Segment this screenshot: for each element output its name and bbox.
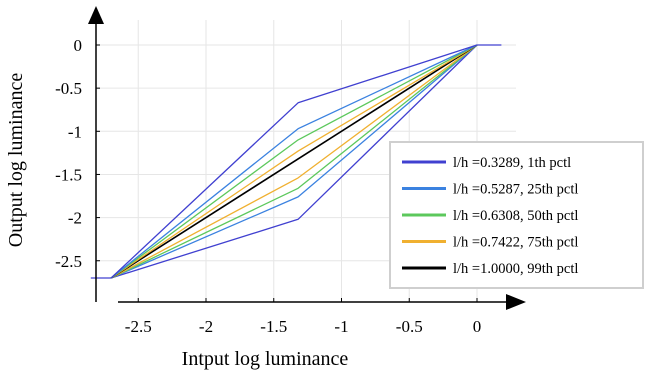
series-line-2 xyxy=(110,44,478,279)
series-line-9 xyxy=(110,44,478,279)
series-line-6 xyxy=(110,44,478,279)
legend-label: l/h =0.3289, 1th pctl xyxy=(453,155,571,171)
legend: l/h =0.3289, 1th pctl l/h =0.5287, 25th p… xyxy=(389,141,644,289)
series-line-5 xyxy=(110,44,478,279)
series-line-3 xyxy=(110,44,478,279)
x-tick-label: -2.5 xyxy=(125,317,152,336)
x-tick-label: -2 xyxy=(199,317,213,336)
y-tick-label: -0.5 xyxy=(55,79,82,98)
series-line-4 xyxy=(110,44,478,279)
x-axis-label: Intput log luminance xyxy=(182,348,349,370)
x-tick-label: -1.5 xyxy=(260,317,287,336)
legend-label: l/h =0.6308, 50th pctl xyxy=(453,208,578,224)
ticks: -2.5 -2 -1.5 -1 -0.5 0 0 -0.5 -1 -1.5 -2 -2.5 xyxy=(55,36,481,336)
legend-label: l/h =1.0000, 99th pctl xyxy=(453,261,578,277)
legend-label: l/h =0.7422, 75th pctl xyxy=(453,235,578,251)
x-axis-arrow-icon xyxy=(506,294,526,310)
y-tick-label: -2 xyxy=(68,209,82,228)
y-axis-arrow-icon xyxy=(88,6,104,24)
y-tick-label: -1 xyxy=(68,122,82,141)
series-line-8 xyxy=(110,44,478,279)
y-tick-label: 0 xyxy=(74,36,83,55)
y-axis-label: Output log luminance xyxy=(5,73,27,248)
x-tick-label: -1 xyxy=(334,317,348,336)
series-layer xyxy=(90,44,502,279)
series-line-1 xyxy=(90,44,502,279)
y-tick-label: -1.5 xyxy=(55,165,82,184)
x-tick-label: -0.5 xyxy=(396,317,423,336)
legend-label: l/h =0.5287, 25th pctl xyxy=(453,182,578,198)
series-line-7 xyxy=(110,44,478,279)
y-tick-label: -2.5 xyxy=(55,252,82,271)
axes xyxy=(88,6,526,310)
x-tick-label: 0 xyxy=(473,317,482,336)
